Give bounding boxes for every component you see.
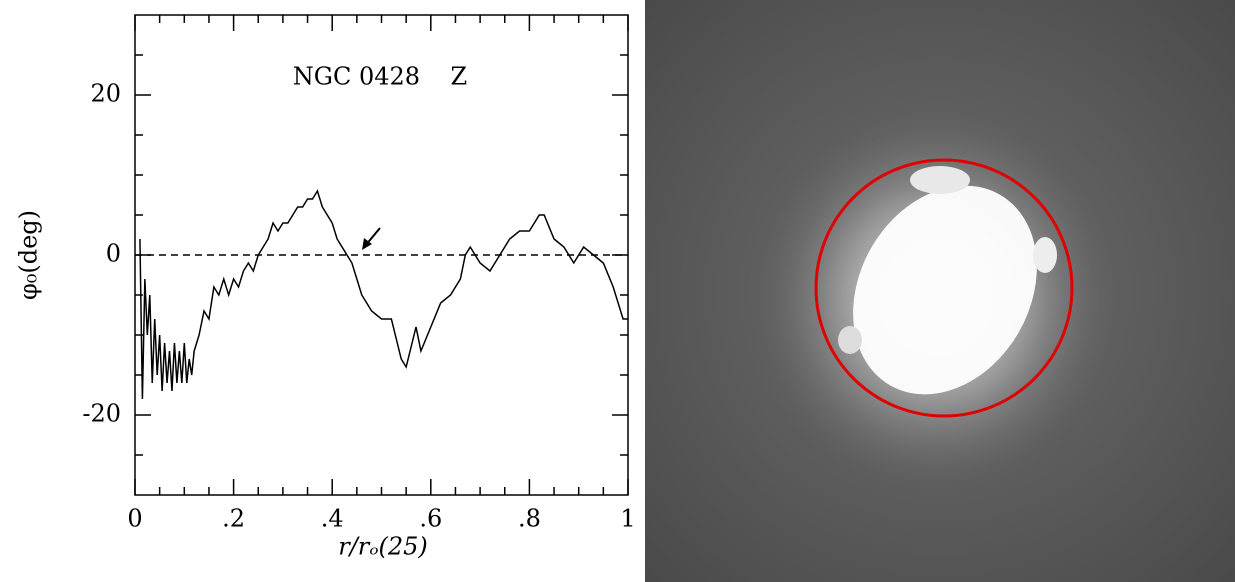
x-tick-label: 1 <box>620 505 635 533</box>
x-tick-label: .2 <box>222 505 245 533</box>
x-tick-label: 0 <box>127 505 142 533</box>
y-tick-label: 20 <box>90 80 121 108</box>
x-axis-label: r/rₒ(25) <box>338 533 428 561</box>
data-line <box>139 189 628 400</box>
y-axis-label: φ₀(deg) <box>15 210 43 300</box>
annotation: NGC 0428 Z <box>293 63 467 91</box>
y-tick-label: 0 <box>106 240 121 268</box>
arrow <box>362 227 381 250</box>
galaxy-image <box>645 0 1235 582</box>
x-tick-label: .8 <box>518 505 541 533</box>
x-tick-label: .6 <box>419 505 442 533</box>
y-tick-label: -20 <box>82 400 121 428</box>
aperture-circle <box>814 158 1074 418</box>
x-tick-label: .4 <box>321 505 344 533</box>
